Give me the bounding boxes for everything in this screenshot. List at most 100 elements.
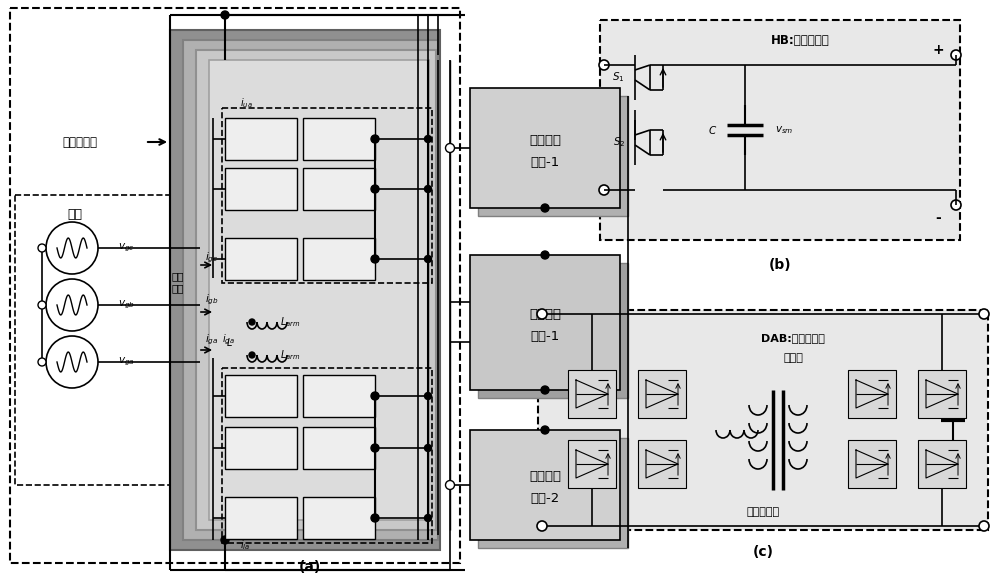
Bar bbox=[222, 108, 432, 283]
Bar bbox=[303, 168, 375, 210]
Text: $i_{ga}$: $i_{ga}$ bbox=[222, 333, 235, 347]
Bar bbox=[225, 118, 297, 160]
Circle shape bbox=[599, 185, 609, 195]
Bar bbox=[848, 370, 896, 418]
Circle shape bbox=[979, 521, 989, 531]
Bar bbox=[225, 375, 297, 417]
Text: 变换器: 变换器 bbox=[783, 353, 803, 363]
Text: DAB: DAB bbox=[326, 389, 352, 403]
Text: 电网: 电网 bbox=[68, 208, 82, 222]
Circle shape bbox=[537, 309, 547, 319]
Text: $v_{ga}$: $v_{ga}$ bbox=[118, 356, 134, 368]
Circle shape bbox=[979, 309, 989, 319]
Bar bbox=[848, 440, 896, 488]
Bar bbox=[225, 497, 297, 539]
Circle shape bbox=[446, 144, 454, 152]
Bar bbox=[10, 8, 460, 563]
Bar bbox=[470, 255, 620, 390]
Text: $v_{sm}$: $v_{sm}$ bbox=[775, 124, 793, 136]
Bar bbox=[225, 427, 297, 469]
Bar bbox=[303, 238, 375, 280]
Text: DAB: DAB bbox=[326, 133, 352, 145]
Circle shape bbox=[599, 60, 609, 70]
Bar bbox=[538, 310, 988, 530]
Text: $v_{gb}$: $v_{gb}$ bbox=[118, 299, 134, 311]
Bar bbox=[918, 440, 966, 488]
Circle shape bbox=[371, 185, 379, 193]
Circle shape bbox=[541, 204, 549, 212]
Text: $i_{la}$: $i_{la}$ bbox=[240, 538, 250, 552]
Bar bbox=[303, 497, 375, 539]
Bar bbox=[222, 368, 432, 543]
Text: -: - bbox=[935, 211, 941, 225]
Bar bbox=[303, 427, 375, 469]
Circle shape bbox=[249, 352, 255, 358]
Bar bbox=[196, 50, 436, 530]
Circle shape bbox=[46, 222, 98, 274]
Text: $L$: $L$ bbox=[226, 336, 233, 348]
Circle shape bbox=[371, 444, 379, 452]
Circle shape bbox=[371, 392, 379, 400]
Circle shape bbox=[371, 255, 379, 263]
Bar bbox=[568, 370, 616, 418]
Text: 微网-1: 微网-1 bbox=[530, 329, 560, 343]
Circle shape bbox=[424, 515, 432, 522]
Text: $C$: $C$ bbox=[708, 124, 717, 136]
Text: HB$_1$: HB$_1$ bbox=[249, 132, 273, 147]
Bar bbox=[170, 30, 440, 550]
Text: 低压直流: 低压直流 bbox=[529, 133, 561, 147]
Circle shape bbox=[424, 444, 432, 451]
Circle shape bbox=[424, 392, 432, 399]
Circle shape bbox=[446, 481, 454, 489]
Text: $i_{gc}$: $i_{gc}$ bbox=[205, 251, 218, 265]
Text: $S_2$: $S_2$ bbox=[613, 135, 625, 149]
Text: (c): (c) bbox=[753, 545, 774, 559]
Text: HB$_2$: HB$_2$ bbox=[249, 181, 273, 197]
Bar bbox=[600, 20, 960, 240]
Circle shape bbox=[537, 521, 547, 531]
Text: $v_{gc}$: $v_{gc}$ bbox=[118, 242, 134, 254]
Bar bbox=[15, 195, 170, 485]
Bar bbox=[183, 40, 438, 540]
Circle shape bbox=[38, 358, 46, 366]
Circle shape bbox=[371, 514, 379, 522]
Bar bbox=[638, 440, 686, 488]
Text: DAB: DAB bbox=[326, 511, 352, 524]
Text: (a): (a) bbox=[299, 560, 321, 574]
Text: 交流
端口: 交流 端口 bbox=[172, 271, 184, 293]
Circle shape bbox=[46, 336, 98, 388]
Circle shape bbox=[424, 185, 432, 193]
Bar bbox=[568, 440, 616, 488]
Text: 接口变换器: 接口变换器 bbox=[62, 136, 98, 148]
Text: HB:半桥子模块: HB:半桥子模块 bbox=[771, 33, 829, 47]
Circle shape bbox=[424, 256, 432, 263]
Circle shape bbox=[46, 279, 98, 331]
Text: 中压直流: 中压直流 bbox=[529, 308, 561, 320]
Circle shape bbox=[424, 136, 432, 143]
Text: DAB: DAB bbox=[326, 441, 352, 455]
Text: 高频变压器: 高频变压器 bbox=[746, 507, 780, 517]
Circle shape bbox=[541, 386, 549, 394]
Bar bbox=[638, 370, 686, 418]
Text: HB$_1$: HB$_1$ bbox=[249, 388, 273, 403]
Bar bbox=[918, 370, 966, 418]
Text: $S_1$: $S_1$ bbox=[612, 70, 625, 84]
Bar bbox=[470, 88, 620, 208]
Circle shape bbox=[221, 11, 229, 19]
Bar bbox=[470, 430, 620, 540]
Circle shape bbox=[951, 200, 961, 210]
Text: HB$_4$: HB$_4$ bbox=[249, 511, 273, 526]
Text: $i_{gb}$: $i_{gb}$ bbox=[205, 293, 219, 307]
Circle shape bbox=[371, 135, 379, 143]
Text: $i_{ua}$: $i_{ua}$ bbox=[240, 96, 253, 110]
Bar bbox=[478, 96, 628, 216]
Circle shape bbox=[541, 251, 549, 259]
Text: HB$_4$: HB$_4$ bbox=[249, 252, 273, 267]
Text: DAB: DAB bbox=[326, 253, 352, 265]
Circle shape bbox=[221, 536, 229, 544]
Text: $L_{arm}$: $L_{arm}$ bbox=[280, 348, 301, 362]
Bar bbox=[225, 238, 297, 280]
Text: DAB:双主动全桥: DAB:双主动全桥 bbox=[761, 333, 825, 343]
Text: 微网-2: 微网-2 bbox=[530, 493, 560, 505]
Text: HB$_2$: HB$_2$ bbox=[249, 440, 273, 456]
